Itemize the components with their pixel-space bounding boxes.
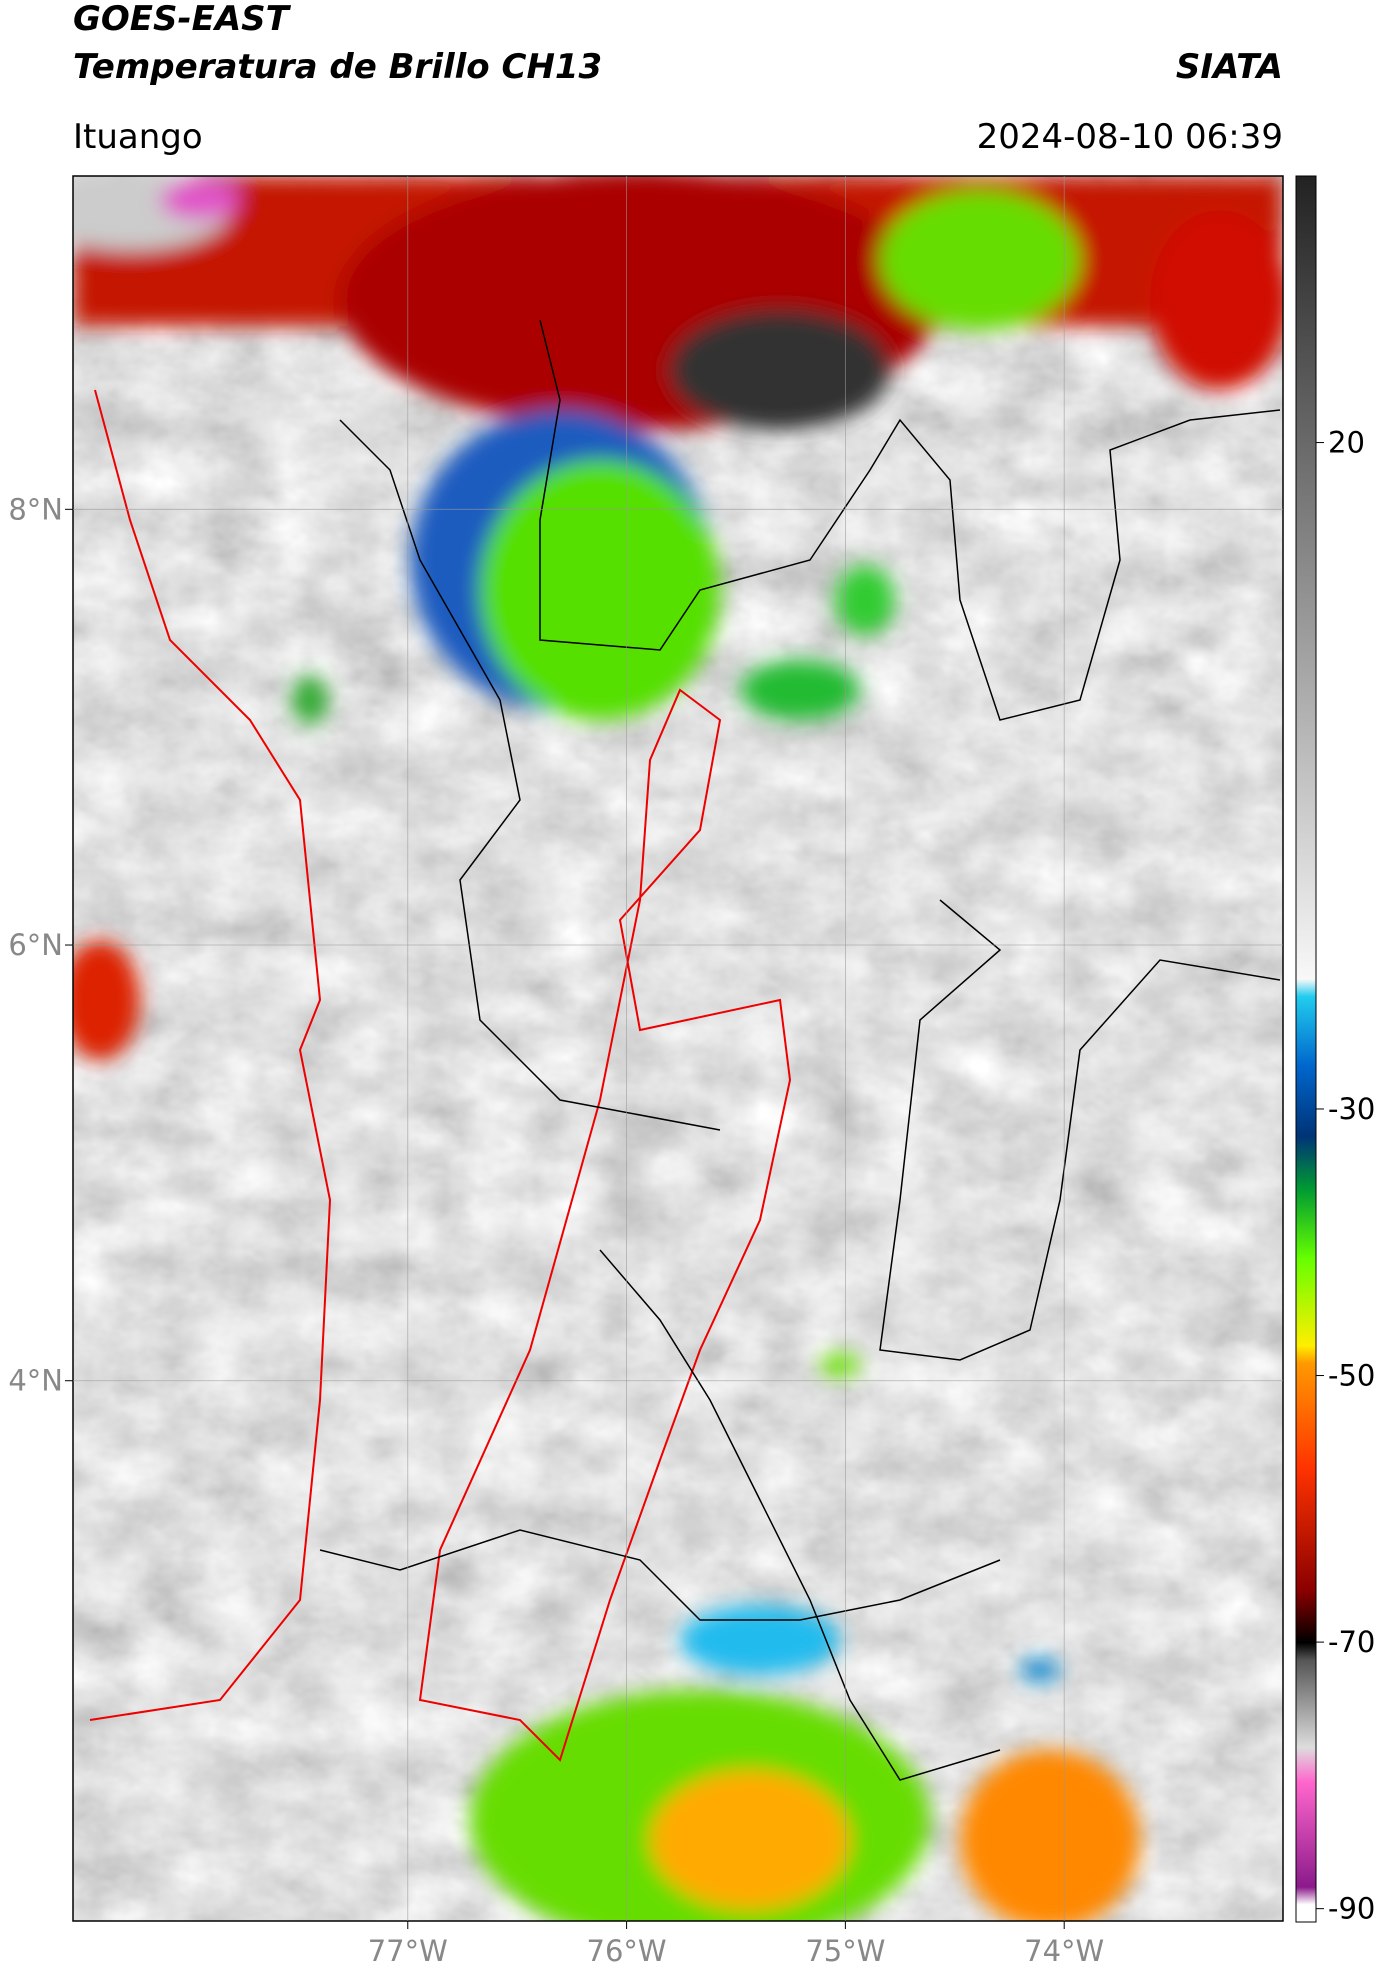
political-boundaries [319,319,1281,1781]
y-tick-label: 4°N [8,1364,63,1398]
colorbar [1295,175,1317,1923]
storm-cells [73,176,1283,1921]
y-tick-label: 6°N [8,928,63,962]
agency: SIATA [1176,47,1283,87]
subtitle: Temperatura de Brillo CH13 [73,47,602,87]
x-tick-label: 74°W [1024,1934,1104,1968]
colorbar-tick-label: -70 [1328,1625,1375,1659]
colorbar-tick-label: -30 [1328,1092,1375,1126]
location: Ituango [73,117,203,157]
cloud-field [73,176,1283,1921]
y-tick-label: 8°N [8,492,63,526]
department-boundary [89,389,792,1762]
colorbar-tick-label: 20 [1328,426,1365,460]
x-tick-label: 75°W [805,1934,885,1968]
map-frame [72,175,1284,1922]
datetime: 2024-08-10 06:39 [977,117,1283,157]
colorbar-tick-label: -90 [1328,1892,1375,1926]
title: GOES-EAST [73,0,292,39]
satellite-image [73,176,1283,1921]
colorbar-tick-label: -50 [1328,1359,1375,1393]
x-tick-label: 76°W [587,1934,667,1968]
x-tick-label: 77°W [368,1934,448,1968]
